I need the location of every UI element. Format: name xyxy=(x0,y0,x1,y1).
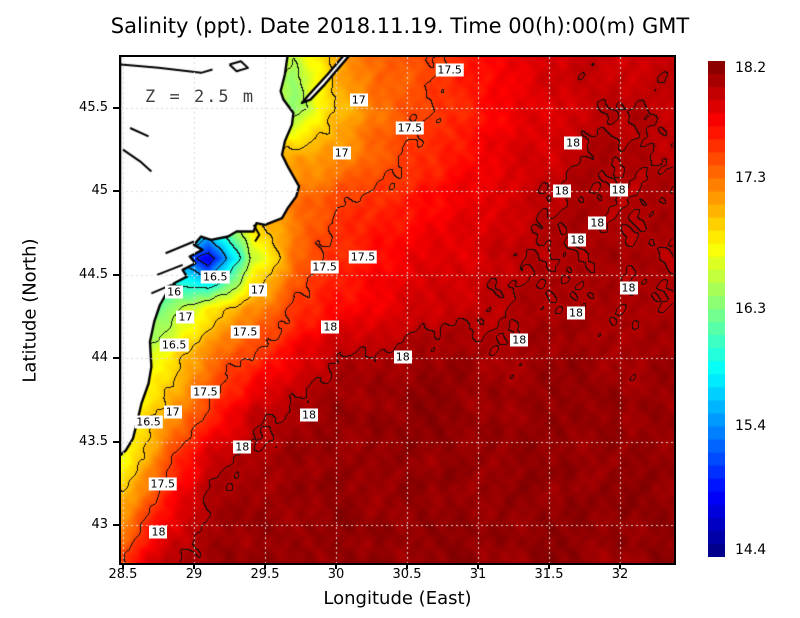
x-tick-mark xyxy=(335,563,337,569)
x-tick-label: 30 xyxy=(327,567,345,582)
contour-label: 16 xyxy=(165,285,184,299)
x-tick-mark xyxy=(619,563,622,569)
colorbar xyxy=(708,61,725,557)
y-tick-mark xyxy=(113,524,119,527)
contour-label: 17.5 xyxy=(395,121,425,135)
x-tick-label: 32 xyxy=(611,567,629,582)
y-tick-label: 44 xyxy=(91,350,108,366)
y-tick-label: 44.5 xyxy=(79,266,108,282)
contour-label: 17.5 xyxy=(191,385,220,399)
x-tick-label: 30.5 xyxy=(392,567,422,582)
contour-label-layer: Z = 2.5 m 17.5 17 17.5 17 18 18 18 18 18 17.5 17.5… xyxy=(121,57,674,563)
contour-label: 18 xyxy=(609,183,628,197)
contour-label: 17.5 xyxy=(148,477,177,491)
contour-label: 17.5 xyxy=(230,325,260,339)
contour-label: 17.5 xyxy=(310,260,339,274)
contour-label: 17 xyxy=(163,405,182,419)
contour-label: 16.5 xyxy=(134,415,163,429)
contour-label: 16.5 xyxy=(201,270,230,284)
y-tick-label: 43 xyxy=(91,517,108,533)
contour-label: 18 xyxy=(552,184,571,198)
contour-label: 18 xyxy=(564,136,583,150)
colorbar-tick-label: 14.4 xyxy=(735,542,767,559)
x-tick-mark xyxy=(548,563,551,569)
colorbar-tick-label: 18.2 xyxy=(735,59,767,76)
y-tick-label: 45 xyxy=(91,183,108,199)
contour-label: 16.5 xyxy=(159,338,189,352)
y-tick-label: 43.5 xyxy=(79,433,108,449)
colorbar-tick-label: 15.4 xyxy=(735,418,767,435)
x-axis-title: Longitude (East) xyxy=(323,588,472,609)
x-tick-mark xyxy=(264,563,266,569)
y-tick-mark xyxy=(113,273,119,276)
contour-label: 18 xyxy=(393,350,412,364)
contour-label: 18 xyxy=(568,233,587,247)
y-tick-label: 45.5 xyxy=(79,99,108,115)
x-tick-mark xyxy=(477,563,480,569)
colorbar-tick-label: 16.3 xyxy=(735,301,767,317)
contour-label: 18 xyxy=(233,440,252,454)
y-tick-mark xyxy=(113,190,119,193)
x-tick-label: 28.5 xyxy=(108,567,138,582)
contour-label: 17 xyxy=(248,283,267,297)
contour-label: 17.5 xyxy=(435,63,464,77)
x-tick-label: 29.5 xyxy=(250,567,280,582)
contour-label: 18 xyxy=(510,333,529,347)
x-tick-mark xyxy=(192,563,195,569)
contour-label: 17 xyxy=(176,310,195,324)
colorbar-tick-label: 17.3 xyxy=(735,170,767,187)
contour-label: 17 xyxy=(349,93,368,107)
x-tick-label: 31.5 xyxy=(534,567,564,582)
y-axis-title: Latitude (North) xyxy=(19,238,41,383)
x-tick-mark xyxy=(121,563,124,569)
contour-label: 18 xyxy=(567,306,585,320)
contour-label: 17.5 xyxy=(348,250,378,264)
x-tick-mark xyxy=(406,563,408,569)
contour-label: 18 xyxy=(619,281,638,295)
contour-label: 17 xyxy=(332,146,351,160)
contour-label: 18 xyxy=(588,216,607,230)
depth-annotation: Z = 2.5 m xyxy=(145,87,256,107)
contour-label: 18 xyxy=(149,525,168,539)
x-tick-label: 29 xyxy=(185,567,203,582)
y-tick-mark xyxy=(113,440,119,443)
map-plot-area: Z = 2.5 m 17.5 17 17.5 17 18 18 18 18 18 17.5 17.5… xyxy=(119,55,676,565)
y-tick-mark xyxy=(113,357,119,360)
x-tick-label: 31 xyxy=(469,567,487,582)
y-tick-mark xyxy=(113,106,119,109)
contour-label: 18 xyxy=(321,320,340,334)
contour-label: 18 xyxy=(300,408,319,422)
figure-title: Salinity (ppt). Date 2018.11.19. Time 00… xyxy=(110,14,690,38)
